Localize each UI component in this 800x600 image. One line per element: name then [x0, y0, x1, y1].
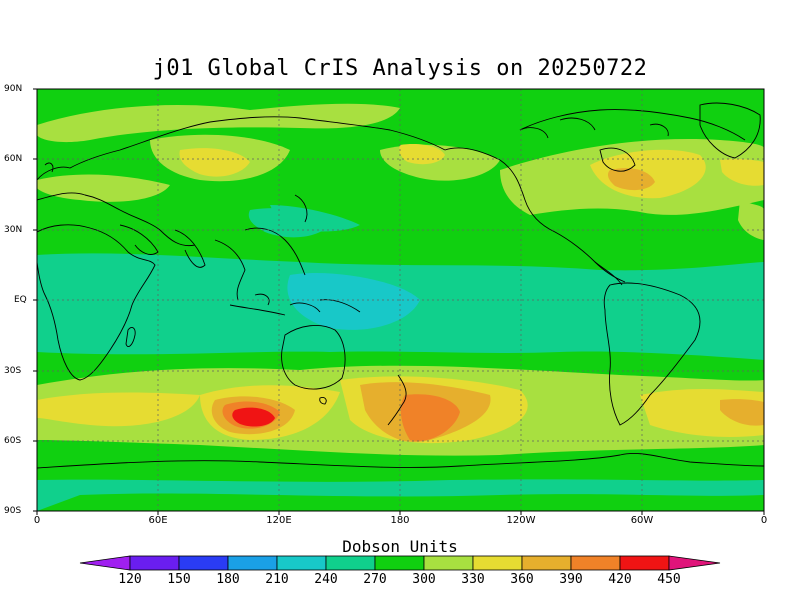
colorbar-label: 330	[461, 572, 485, 587]
colorbar-swatch	[129, 555, 180, 571]
colorbar-swatch	[570, 555, 621, 571]
colorbar-swatch	[668, 555, 721, 571]
colorbar-swatch	[423, 555, 474, 571]
lat-label: EQ	[14, 295, 27, 305]
lon-label: 120E	[266, 515, 292, 526]
colorbar-label: 240	[314, 572, 338, 587]
lon-label: 60E	[148, 515, 168, 526]
lon-label: 180	[390, 515, 410, 526]
colorbar-label: 420	[608, 572, 632, 587]
colorbar-label: 150	[167, 572, 191, 587]
colorbar-label: 180	[216, 572, 240, 587]
colorbar-swatch	[325, 555, 376, 571]
lon-label: 60W	[630, 515, 654, 526]
lat-label: 60S	[4, 436, 22, 446]
map-title: j01 Global CrIS Analysis on 20250722	[152, 56, 648, 81]
colorbar-label: 270	[363, 572, 387, 587]
colorbar-label: 300	[412, 572, 436, 587]
lon-label: 0	[760, 515, 768, 526]
colorbar-swatch	[79, 555, 131, 571]
lat-label: 90N	[4, 84, 23, 94]
lon-label: 0	[33, 515, 41, 526]
lon-label: 120W	[506, 515, 536, 526]
colorbar-swatch	[227, 555, 278, 571]
colorbar-label: 390	[559, 572, 583, 587]
colorbar-label: 120	[118, 572, 142, 587]
colorbar	[79, 555, 721, 571]
colorbar-swatch	[374, 555, 425, 571]
colorbar-swatch	[619, 555, 670, 571]
colorbar-label: 360	[510, 572, 534, 587]
colorbar-label: 450	[657, 572, 681, 587]
colorbar-swatch	[178, 555, 229, 571]
colorbar-swatch	[276, 555, 327, 571]
colorbar-label: 210	[265, 572, 289, 587]
colorbar-swatch	[521, 555, 572, 571]
colorbar-title: Dobson Units	[342, 537, 458, 556]
lat-label: 60N	[4, 154, 23, 164]
colorbar-swatch	[472, 555, 523, 571]
lat-label: 30N	[4, 225, 23, 235]
lat-label: 90S	[4, 506, 22, 516]
lat-label: 30S	[4, 366, 22, 376]
